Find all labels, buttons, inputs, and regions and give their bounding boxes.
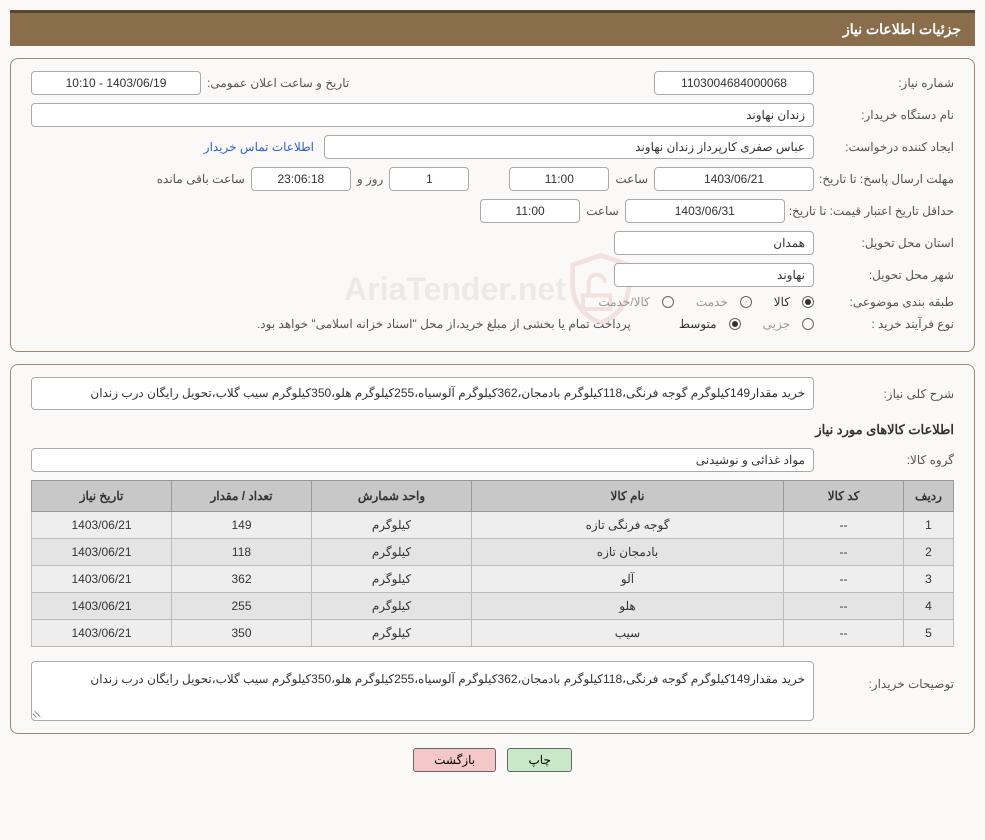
th-name: نام کالا: [472, 481, 784, 512]
cell-qty: 118: [172, 539, 312, 566]
radio-medium[interactable]: [729, 318, 741, 330]
cell-qty: 149: [172, 512, 312, 539]
radio-both[interactable]: [662, 296, 674, 308]
announce-value: 1403/06/19 - 10:10: [31, 71, 201, 95]
items-section-title: اطلاعات کالاهای مورد نیاز: [31, 422, 954, 438]
buyer-org-value: زندان نهاوند: [31, 103, 814, 127]
notes-value: خرید مقدار149کیلوگرم گوجه فرنگی،118کیلوگ…: [31, 661, 814, 721]
radio-minor-label: جزیی: [745, 317, 794, 331]
radio-goods[interactable]: [802, 296, 814, 308]
cell-date: 1403/06/21: [32, 593, 172, 620]
th-code: کد کالا: [784, 481, 904, 512]
cell-idx: 3: [904, 566, 954, 593]
requester-label: ایجاد کننده درخواست:: [814, 140, 954, 154]
back-button[interactable]: بازگشت: [413, 748, 496, 772]
table-row: 2--بادمجان تازهکیلوگرم1181403/06/21: [32, 539, 954, 566]
cell-unit: کیلوگرم: [312, 566, 472, 593]
city-value: نهاوند: [614, 263, 814, 287]
requester-value: عباس صفری کارپرداز زندان نهاوند: [324, 135, 814, 159]
time-remaining: 23:06:18: [251, 167, 351, 191]
radio-medium-label: متوسط: [661, 317, 721, 331]
resize-handle-icon[interactable]: [34, 708, 44, 718]
buyer-contact-link[interactable]: اطلاعات تماس خریدار: [204, 140, 314, 154]
need-number-value: 1103004684000068: [654, 71, 814, 95]
province-value: همدان: [614, 231, 814, 255]
cell-code: --: [784, 566, 904, 593]
cell-date: 1403/06/21: [32, 539, 172, 566]
th-idx: ردیف: [904, 481, 954, 512]
radio-both-label: کالا/خدمت: [580, 295, 653, 309]
announce-label: تاریخ و ساعت اعلان عمومی:: [201, 76, 355, 90]
radio-goods-label: کالا: [756, 295, 794, 309]
items-table: ردیف کد کالا نام کالا واحد شمارش تعداد /…: [31, 480, 954, 647]
cell-idx: 5: [904, 620, 954, 647]
group-label: گروه کالا:: [814, 453, 954, 467]
deadline-time: 11:00: [509, 167, 609, 191]
cell-idx: 4: [904, 593, 954, 620]
cell-name: بادمجان تازه: [472, 539, 784, 566]
cell-qty: 350: [172, 620, 312, 647]
cell-code: --: [784, 539, 904, 566]
details-panel: AriaTender.net شماره نیاز: 1103004684000…: [10, 58, 975, 352]
table-header-row: ردیف کد کالا نام کالا واحد شمارش تعداد /…: [32, 481, 954, 512]
validity-label: حداقل تاریخ اعتبار قیمت: تا تاریخ:: [785, 204, 954, 218]
desc-label: شرح کلی نیاز:: [814, 387, 954, 401]
desc-value: خرید مقدار149کیلوگرم گوجه فرنگی،118کیلوگ…: [31, 377, 814, 410]
purchase-type-label: نوع فرآیند خرید :: [814, 317, 954, 331]
cell-unit: کیلوگرم: [312, 620, 472, 647]
cell-date: 1403/06/21: [32, 512, 172, 539]
deadline-date: 1403/06/21: [654, 167, 814, 191]
items-panel: شرح کلی نیاز: خرید مقدار149کیلوگرم گوجه …: [10, 364, 975, 734]
page-title: جزئیات اطلاعات نیاز: [843, 21, 961, 37]
category-radio-group: کالا خدمت کالا/خدمت: [580, 295, 814, 309]
validity-date: 1403/06/31: [625, 199, 785, 223]
payment-note: پرداخت تمام یا بخشی از مبلغ خرید،از محل …: [257, 317, 631, 331]
th-date: تاریخ نیاز: [32, 481, 172, 512]
table-row: 1--گوجه فرنگی تازهکیلوگرم1491403/06/21: [32, 512, 954, 539]
cell-idx: 2: [904, 539, 954, 566]
deadline-time-label: ساعت: [609, 172, 654, 186]
cell-name: سیب: [472, 620, 784, 647]
table-row: 3--آلوکیلوگرم3621403/06/21: [32, 566, 954, 593]
purchase-type-radio-group: جزیی متوسط: [661, 317, 814, 331]
buyer-org-label: نام دستگاه خریدار:: [814, 108, 954, 122]
table-row: 4--هلوکیلوگرم2551403/06/21: [32, 593, 954, 620]
cell-qty: 362: [172, 566, 312, 593]
cell-unit: کیلوگرم: [312, 512, 472, 539]
category-label: طبقه بندی موضوعی:: [814, 295, 954, 309]
th-qty: تعداد / مقدار: [172, 481, 312, 512]
remain-label: ساعت باقی مانده: [151, 172, 251, 186]
cell-idx: 1: [904, 512, 954, 539]
validity-time: 11:00: [480, 199, 580, 223]
notes-label: توضیحات خریدار:: [814, 661, 954, 691]
days-remaining: 1: [389, 167, 469, 191]
cell-code: --: [784, 512, 904, 539]
need-number-label: شماره نیاز:: [814, 76, 954, 90]
cell-date: 1403/06/21: [32, 566, 172, 593]
cell-name: آلو: [472, 566, 784, 593]
page-header: جزئیات اطلاعات نیاز: [10, 10, 975, 46]
province-label: استان محل تحویل:: [814, 236, 954, 250]
notes-text: خرید مقدار149کیلوگرم گوجه فرنگی،118کیلوگ…: [90, 672, 805, 686]
cell-name: گوجه فرنگی تازه: [472, 512, 784, 539]
days-label: روز و: [351, 172, 390, 186]
cell-code: --: [784, 593, 904, 620]
group-value: مواد غذائی و نوشیدنی: [31, 448, 814, 472]
radio-minor[interactable]: [802, 318, 814, 330]
th-unit: واحد شمارش: [312, 481, 472, 512]
button-bar: چاپ بازگشت: [10, 748, 975, 772]
cell-name: هلو: [472, 593, 784, 620]
deadline-label: مهلت ارسال پاسخ: تا تاریخ:: [814, 172, 954, 186]
print-button[interactable]: چاپ: [507, 748, 571, 772]
cell-unit: کیلوگرم: [312, 593, 472, 620]
radio-service[interactable]: [740, 296, 752, 308]
validity-time-label: ساعت: [580, 204, 625, 218]
cell-date: 1403/06/21: [32, 620, 172, 647]
cell-unit: کیلوگرم: [312, 539, 472, 566]
radio-service-label: خدمت: [678, 295, 732, 309]
cell-qty: 255: [172, 593, 312, 620]
city-label: شهر محل تحویل:: [814, 268, 954, 282]
cell-code: --: [784, 620, 904, 647]
table-row: 5--سیبکیلوگرم3501403/06/21: [32, 620, 954, 647]
